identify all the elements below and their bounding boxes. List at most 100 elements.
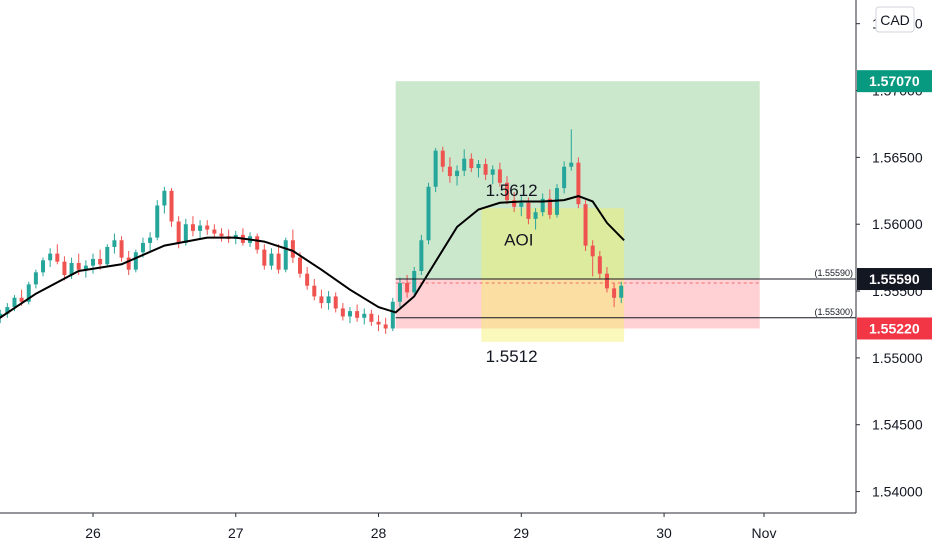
candle-body bbox=[69, 262, 74, 276]
candle-body bbox=[383, 324, 388, 329]
candle-body bbox=[597, 256, 602, 274]
y-tick-label: 1.56500 bbox=[872, 149, 923, 165]
target-price-tag-label: 1.57070 bbox=[869, 73, 920, 89]
candle-body bbox=[305, 273, 310, 286]
candle-body bbox=[540, 198, 545, 213]
candle-body bbox=[198, 225, 203, 231]
candle-body bbox=[533, 212, 538, 219]
horizontal-line-label: (1.55590) bbox=[814, 268, 853, 278]
candle-body bbox=[148, 237, 153, 243]
candle-body bbox=[76, 262, 81, 270]
candle-body bbox=[505, 182, 510, 201]
candle-body bbox=[426, 186, 431, 241]
candle-body bbox=[283, 240, 288, 270]
candle-body bbox=[340, 308, 345, 317]
x-tick-label: 27 bbox=[228, 525, 244, 541]
candle-body bbox=[519, 202, 524, 207]
candle-body bbox=[262, 249, 267, 266]
candle-body bbox=[176, 221, 181, 243]
y-tick-label: 1.54000 bbox=[872, 484, 923, 500]
aoi-zone bbox=[481, 208, 625, 342]
candle-body bbox=[569, 162, 574, 167]
annotation-text: 1.5612 bbox=[486, 181, 538, 200]
candle-body bbox=[412, 271, 417, 293]
candle-body bbox=[112, 240, 117, 247]
candle-body bbox=[91, 258, 95, 266]
candle-body bbox=[219, 233, 224, 237]
candle-body bbox=[183, 224, 188, 243]
candle-body bbox=[604, 273, 609, 289]
y-tick-label: 1.55000 bbox=[872, 350, 923, 366]
candle-body bbox=[476, 164, 481, 169]
candle-body bbox=[405, 283, 410, 293]
candle-body bbox=[355, 311, 360, 318]
position-zones bbox=[395, 81, 760, 342]
x-tick-label: 26 bbox=[85, 525, 101, 541]
candle-body bbox=[155, 205, 160, 238]
candle-body bbox=[433, 150, 438, 187]
candle-body bbox=[376, 321, 381, 325]
candle-body bbox=[369, 313, 374, 322]
entry-price-tag-label: 1.55590 bbox=[869, 271, 920, 287]
candle-body bbox=[326, 296, 331, 304]
candle-body bbox=[447, 166, 452, 177]
candle-body bbox=[190, 224, 195, 231]
moving-average bbox=[0, 195, 625, 319]
candle-body bbox=[55, 253, 60, 262]
horizontal-lines: (1.55590) (1.55300) bbox=[395, 268, 856, 319]
candles bbox=[0, 129, 624, 334]
candle-body bbox=[19, 297, 24, 302]
candle-body bbox=[269, 253, 274, 266]
candle-body bbox=[41, 260, 46, 273]
candle-body bbox=[133, 252, 138, 270]
candle-body bbox=[290, 240, 295, 258]
candle-body bbox=[98, 258, 103, 265]
candle-body bbox=[576, 162, 581, 205]
stop-price-tag-label: 1.55220 bbox=[869, 320, 920, 336]
candle-body bbox=[440, 150, 445, 167]
x-tick-label: Nov bbox=[752, 525, 777, 541]
candle-body bbox=[312, 285, 317, 297]
y-tick-label: 1.54500 bbox=[872, 417, 923, 433]
x-tick-label: 28 bbox=[371, 525, 387, 541]
annotation-text: 1.5512 bbox=[486, 347, 538, 366]
annotations: 1.5612 AOI 1.5512 bbox=[486, 181, 538, 366]
candle-body bbox=[497, 169, 502, 183]
candle-body bbox=[0, 313, 3, 318]
candle-body bbox=[462, 158, 467, 171]
candle-body bbox=[419, 240, 424, 271]
candle-body bbox=[319, 296, 324, 304]
currency-badge bbox=[875, 6, 915, 33]
candle-body bbox=[469, 158, 474, 169]
candle-body bbox=[162, 190, 167, 206]
x-tick-label: 30 bbox=[656, 525, 672, 541]
candle-body bbox=[562, 166, 567, 189]
candle-body bbox=[390, 301, 395, 329]
candle-body bbox=[298, 257, 303, 274]
candle-body bbox=[590, 245, 595, 257]
entry-price-tag bbox=[857, 268, 932, 291]
candle-body bbox=[397, 283, 402, 302]
candle-body bbox=[255, 236, 260, 250]
candle-body bbox=[33, 272, 38, 285]
annotation-text: AOI bbox=[504, 231, 533, 250]
candle-body bbox=[205, 225, 210, 230]
candle-body bbox=[48, 253, 53, 261]
stop-price-tag bbox=[857, 317, 932, 340]
candle-body bbox=[547, 198, 552, 215]
currency-label: CAD bbox=[880, 12, 910, 28]
candle-body bbox=[512, 200, 517, 207]
candle-body bbox=[490, 169, 495, 175]
candle-body bbox=[455, 170, 460, 177]
candle-body bbox=[62, 261, 67, 276]
axes: 1.540001.545001.550001.555001.560001.565… bbox=[0, 0, 932, 541]
horizontal-line-label: (1.55300) bbox=[814, 307, 853, 317]
candle-body bbox=[119, 240, 124, 258]
candle-body bbox=[140, 242, 145, 253]
candle-body bbox=[169, 190, 174, 222]
candle-body bbox=[362, 313, 367, 318]
candle-body bbox=[83, 265, 88, 270]
candle-body bbox=[126, 257, 131, 270]
